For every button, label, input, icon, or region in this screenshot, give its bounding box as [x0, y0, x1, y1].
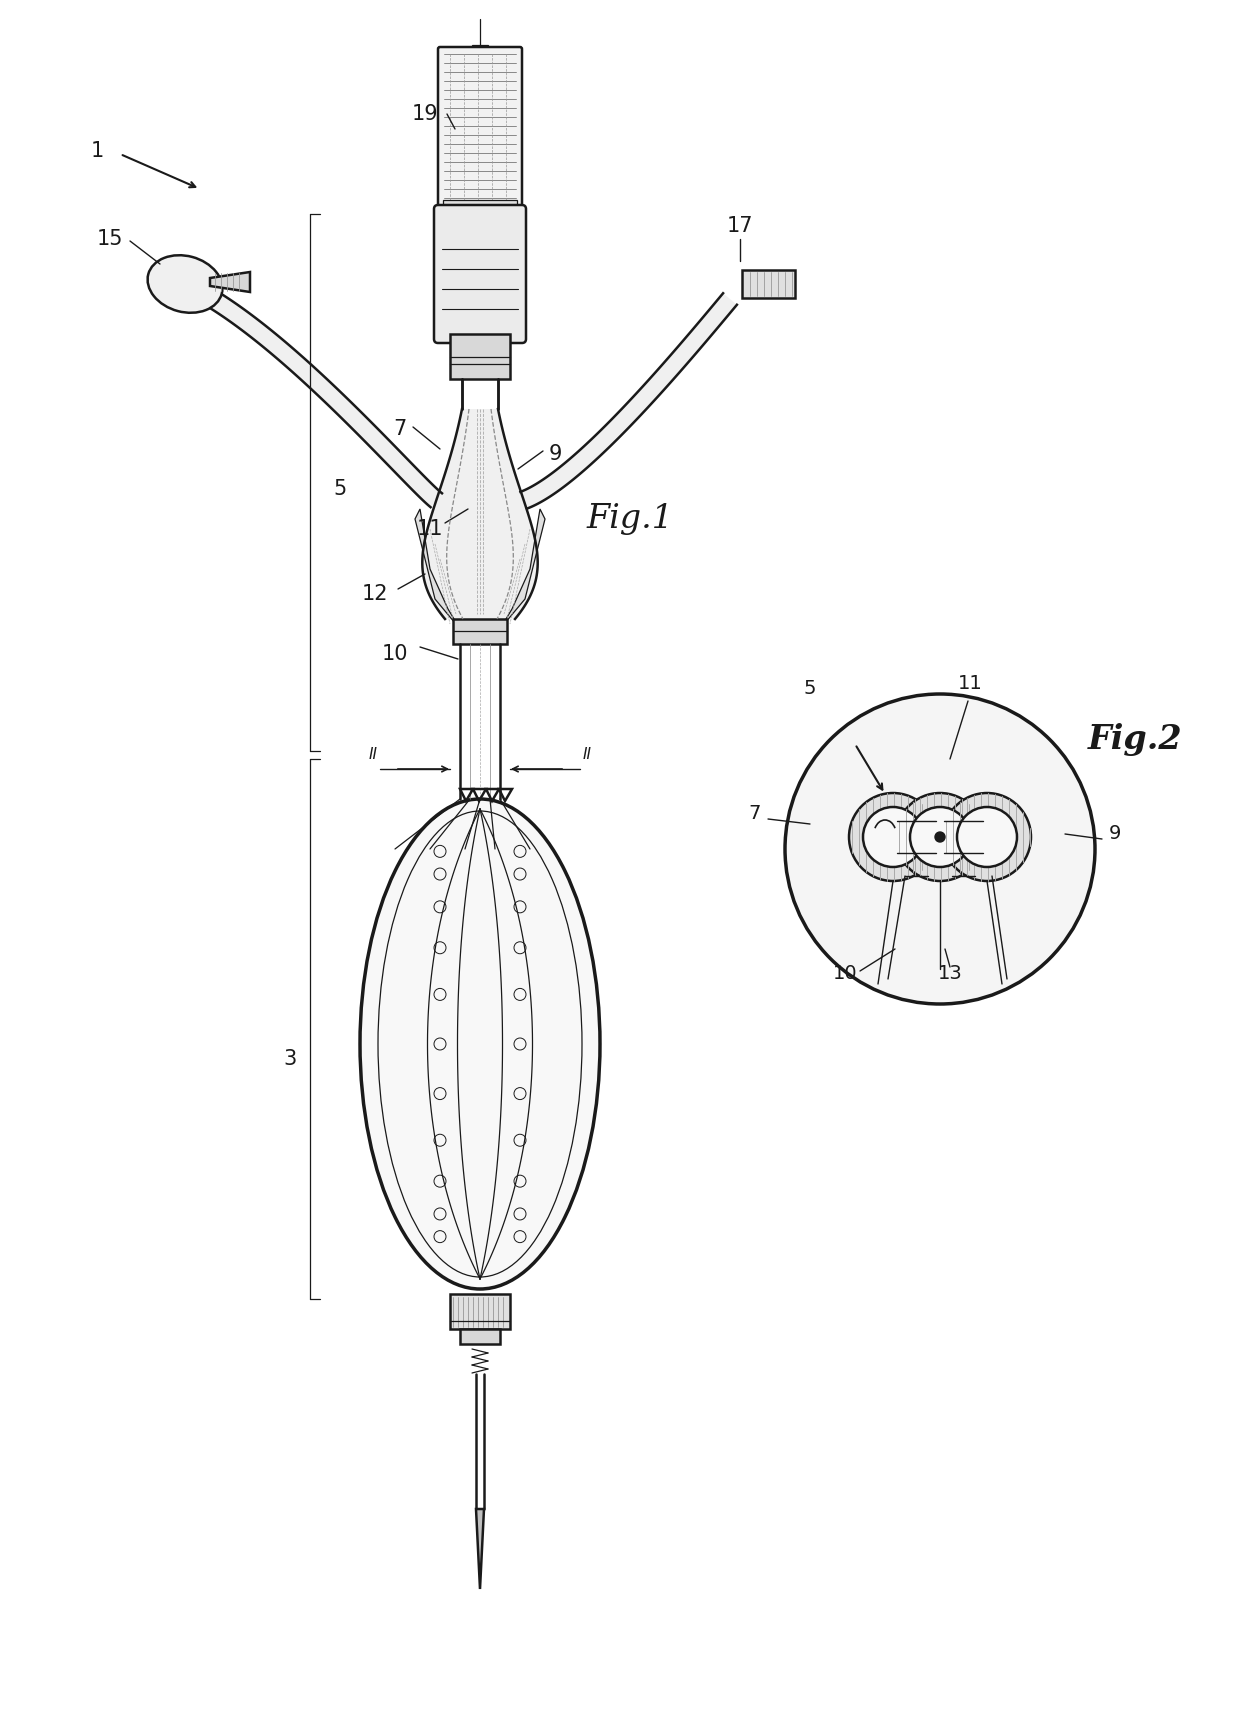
Text: 10: 10	[833, 964, 857, 983]
Text: II: II	[583, 748, 591, 762]
Bar	[472, 45, 489, 52]
Text: 10: 10	[382, 645, 408, 664]
Polygon shape	[423, 409, 538, 619]
Text: 3: 3	[284, 1049, 296, 1069]
Circle shape	[897, 792, 985, 882]
Text: 17: 17	[727, 217, 753, 236]
Circle shape	[942, 792, 1030, 882]
Polygon shape	[415, 509, 460, 629]
Text: 11: 11	[417, 519, 443, 540]
Ellipse shape	[148, 254, 222, 313]
Text: 5: 5	[334, 480, 347, 499]
Text: 7: 7	[393, 419, 407, 438]
Bar	[450, 1294, 510, 1329]
Text: 11: 11	[957, 674, 982, 693]
Polygon shape	[476, 1509, 484, 1588]
Text: 15: 15	[97, 229, 123, 249]
Circle shape	[957, 806, 1017, 866]
Circle shape	[849, 792, 937, 882]
Text: Fig.2: Fig.2	[1087, 722, 1182, 755]
Text: 12: 12	[362, 584, 388, 603]
Text: II: II	[368, 748, 377, 762]
Text: 19: 19	[412, 105, 438, 124]
Text: 13: 13	[937, 964, 962, 983]
Circle shape	[785, 694, 1095, 1004]
Circle shape	[910, 806, 970, 866]
Polygon shape	[742, 270, 795, 297]
FancyBboxPatch shape	[438, 46, 522, 206]
Polygon shape	[210, 272, 250, 292]
Text: 7: 7	[749, 804, 761, 823]
FancyBboxPatch shape	[434, 205, 526, 344]
Bar	[460, 1329, 500, 1344]
Ellipse shape	[360, 799, 600, 1289]
Text: Fig.1: Fig.1	[587, 504, 673, 535]
Polygon shape	[500, 509, 546, 629]
Polygon shape	[521, 294, 737, 509]
Text: 9: 9	[548, 444, 562, 464]
Bar	[443, 199, 517, 211]
Text: 1: 1	[91, 141, 104, 162]
Circle shape	[863, 806, 923, 866]
Circle shape	[935, 832, 945, 842]
Text: 9: 9	[1109, 823, 1121, 842]
Polygon shape	[191, 282, 441, 507]
Text: 5: 5	[804, 679, 816, 698]
Bar	[453, 619, 507, 645]
Bar	[450, 333, 510, 378]
